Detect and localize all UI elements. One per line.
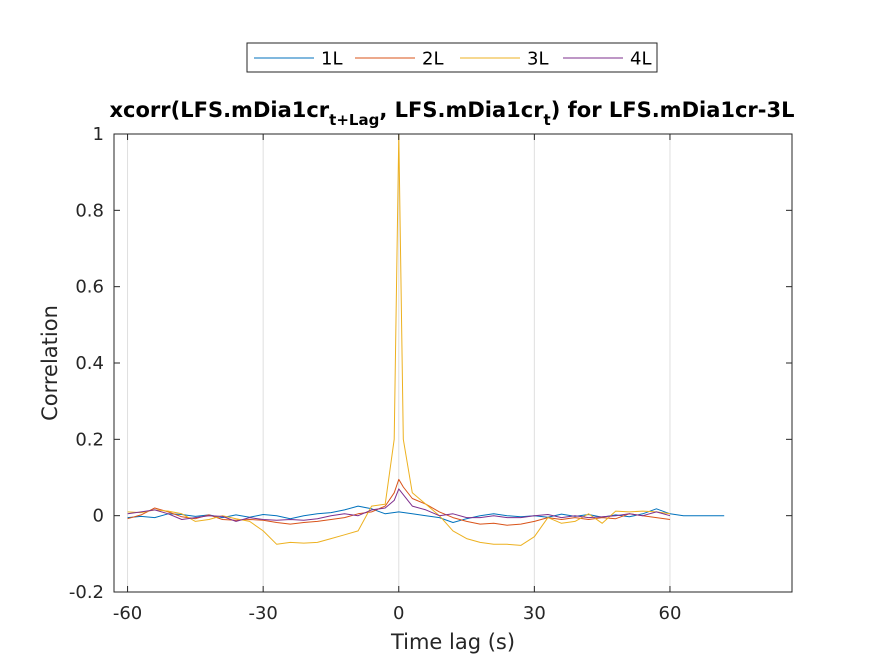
y-tick-label: -0.2 xyxy=(69,582,104,603)
x-tick-label: 60 xyxy=(659,603,682,624)
series-line-4l xyxy=(127,488,671,522)
x-tick-label: -30 xyxy=(248,603,277,624)
plot-area xyxy=(114,134,792,592)
chart-title: xcorr(LFS.mDia1crt+Lag, LFS.mDia1crt) fo… xyxy=(110,98,795,129)
series-line-3l xyxy=(127,134,671,546)
legend-label-2l: 2L xyxy=(422,49,443,70)
x-tick-label: -60 xyxy=(113,603,142,624)
x-axis-label: Time lag (s) xyxy=(390,630,515,654)
legend: 1L 2L 3L 4L xyxy=(246,42,658,73)
y-tick-label: 0 xyxy=(93,506,104,527)
y-tick-label: 0.6 xyxy=(75,277,104,298)
legend-label-3l: 3L xyxy=(527,49,548,70)
y-tick-label: 0.2 xyxy=(75,429,104,450)
y-tick-label: 0.4 xyxy=(75,353,104,374)
x-tick-label: 30 xyxy=(523,603,546,624)
x-tick-label: 0 xyxy=(393,603,404,624)
series-line-2l xyxy=(127,478,671,526)
y-tick-label: 0.8 xyxy=(75,200,104,221)
legend-label-4l: 4L xyxy=(630,49,651,70)
y-axis-label: Correlation xyxy=(38,305,62,421)
legend-label-1l: 1L xyxy=(321,49,342,70)
y-tick-label: 1 xyxy=(93,124,104,145)
